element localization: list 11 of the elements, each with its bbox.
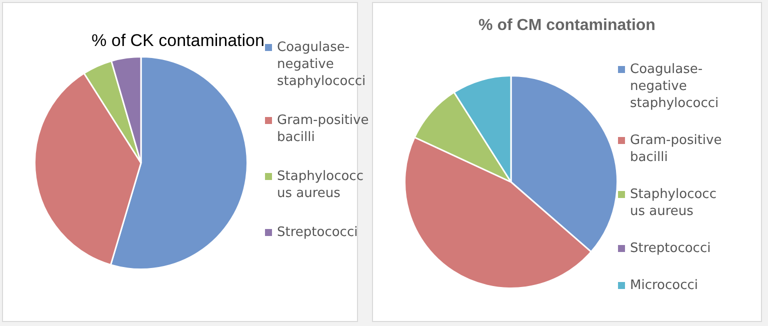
legend-label: Staphylococcus aureus: [277, 168, 364, 202]
chart-title: % of CM contamination: [478, 17, 656, 35]
legend-label: Coagulase-negative staphylococci: [630, 61, 720, 112]
legend-label: Gram-positive bacilli: [277, 112, 370, 146]
legend-label: Gram-positive bacilli: [630, 132, 723, 166]
legend-label: Streptococci: [630, 240, 711, 257]
legend-label: Micrococci: [630, 277, 698, 294]
legend-label: Coagulase-negative staphylococci: [277, 39, 367, 90]
legend-label: Staphylococcus aureus: [630, 186, 718, 220]
chart-title: % of CK contamination: [92, 31, 264, 50]
legend-label: Streptococci: [277, 224, 358, 241]
